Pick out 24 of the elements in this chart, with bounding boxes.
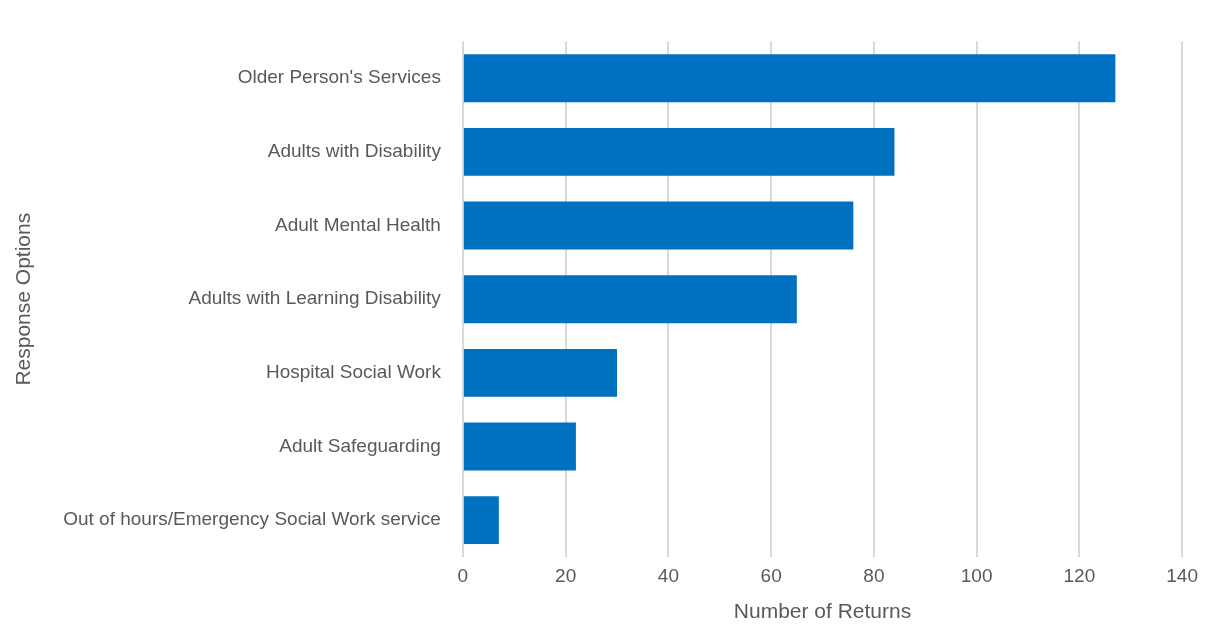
bar (463, 496, 499, 545)
x-tick-label: 20 (555, 564, 577, 586)
y-tick-label: Adult Safeguarding (279, 434, 441, 456)
x-tick-label: 120 (1063, 564, 1096, 586)
x-tick-label: 40 (657, 564, 679, 586)
x-tick-label: 60 (760, 564, 782, 586)
bar (463, 348, 618, 397)
bar (463, 275, 797, 324)
y-tick-label: Hospital Social Work (265, 361, 442, 383)
x-tick-label: 140 (1166, 564, 1198, 586)
x-tick-label: 100 (960, 564, 993, 586)
y-tick-label: Adult Mental Health (275, 213, 441, 235)
x-axis-title: Number of Returns (733, 599, 912, 623)
bar (463, 54, 1116, 103)
y-tick-label: Out of hours/Emergency Social Work service (63, 508, 441, 530)
y-tick-label: Adults with Disability (267, 140, 442, 162)
bar (463, 422, 576, 471)
x-tick-label: 80 (863, 564, 885, 586)
bar (463, 127, 895, 176)
y-tick-label: Adults with Learning Disability (188, 287, 442, 309)
bar (463, 201, 854, 250)
x-tick-label: 0 (457, 564, 469, 586)
y-tick-label: Older Person's Services (237, 66, 441, 88)
y-axis-title: Response Options (11, 212, 35, 386)
